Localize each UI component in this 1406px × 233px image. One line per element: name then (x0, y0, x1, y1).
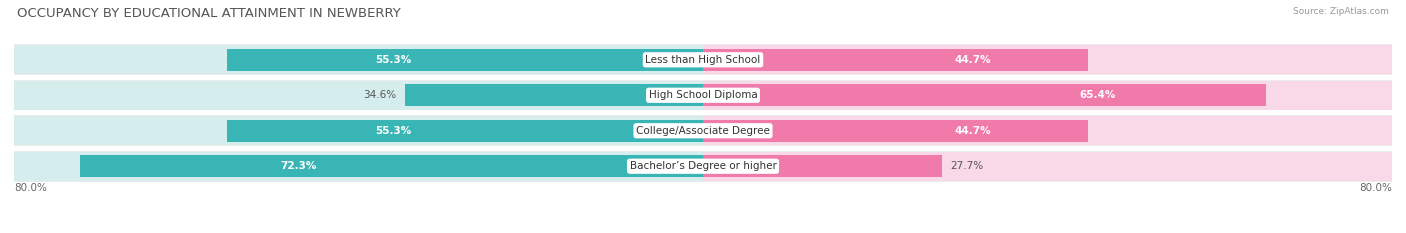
Bar (14, 81, 703, 110)
Bar (14, 152, 703, 181)
Bar (14, 45, 703, 74)
Text: 55.3%: 55.3% (375, 55, 412, 65)
Bar (703, 120, 1088, 142)
Text: 27.7%: 27.7% (950, 161, 983, 171)
Text: 55.3%: 55.3% (375, 126, 412, 136)
Text: College/Associate Degree: College/Associate Degree (636, 126, 770, 136)
Bar (703, 152, 1392, 181)
Text: 34.6%: 34.6% (363, 90, 396, 100)
Bar (226, 49, 703, 71)
Bar (405, 84, 703, 106)
Text: 44.7%: 44.7% (955, 126, 991, 136)
Bar (14, 80, 1392, 111)
Bar (14, 116, 703, 145)
Bar (703, 84, 1267, 106)
Bar (14, 115, 1392, 146)
Bar (703, 116, 1392, 145)
Text: 44.7%: 44.7% (955, 55, 991, 65)
Bar (14, 44, 1392, 75)
Bar (703, 49, 1088, 71)
Bar (80, 155, 703, 177)
Bar (226, 120, 703, 142)
Text: OCCUPANCY BY EDUCATIONAL ATTAINMENT IN NEWBERRY: OCCUPANCY BY EDUCATIONAL ATTAINMENT IN N… (17, 7, 401, 20)
Text: 80.0%: 80.0% (14, 183, 46, 193)
Text: High School Diploma: High School Diploma (648, 90, 758, 100)
Text: 80.0%: 80.0% (1360, 183, 1392, 193)
Text: Source: ZipAtlas.com: Source: ZipAtlas.com (1294, 7, 1389, 16)
Bar (703, 81, 1392, 110)
Bar (14, 151, 1392, 182)
Text: 65.4%: 65.4% (1078, 90, 1115, 100)
Text: Bachelor’s Degree or higher: Bachelor’s Degree or higher (630, 161, 776, 171)
Text: 72.3%: 72.3% (280, 161, 316, 171)
Bar (703, 155, 942, 177)
Text: Less than High School: Less than High School (645, 55, 761, 65)
Bar (703, 45, 1392, 74)
